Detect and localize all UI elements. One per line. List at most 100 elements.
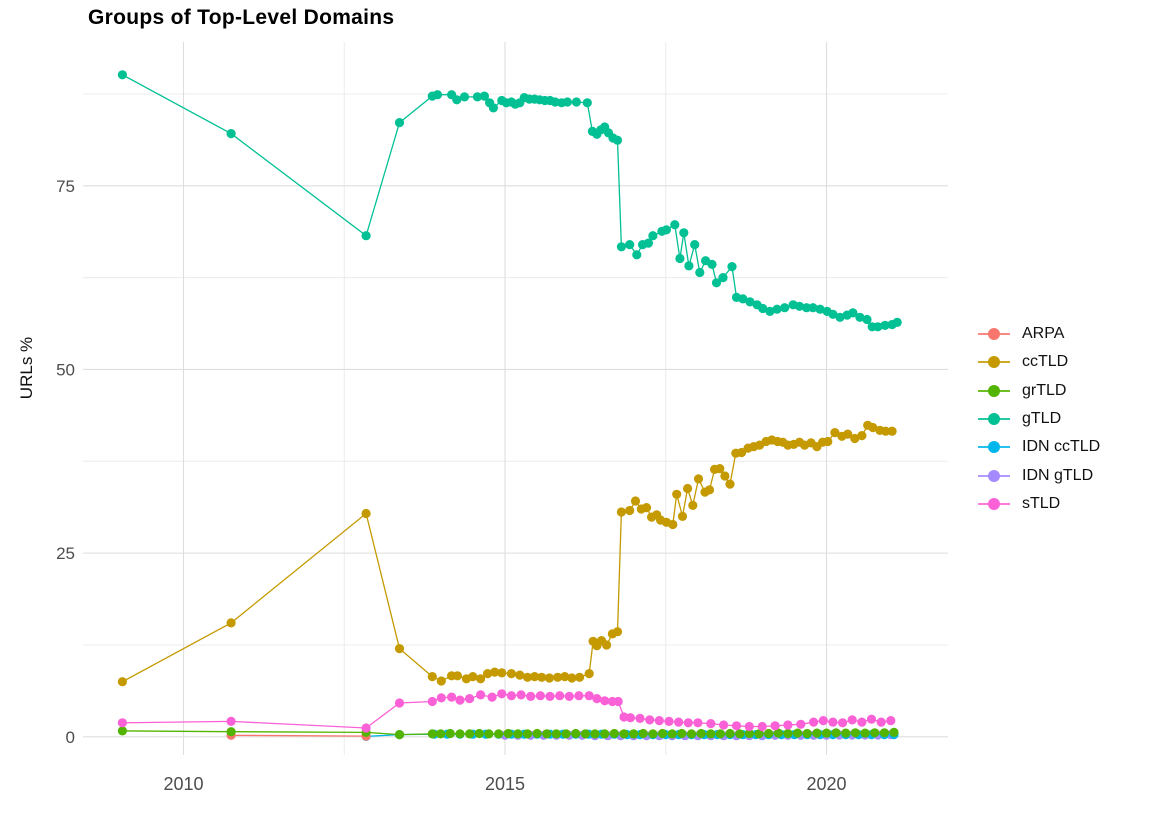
data-point bbox=[226, 129, 236, 139]
data-point bbox=[821, 728, 832, 738]
data-point bbox=[472, 92, 482, 102]
data-point bbox=[447, 692, 457, 702]
data-point bbox=[571, 97, 582, 107]
data-point bbox=[780, 303, 790, 313]
legend-item-idn-cctld: IDN ccTLD bbox=[978, 433, 1100, 461]
legend-key-icon bbox=[978, 469, 1010, 482]
data-point bbox=[670, 220, 680, 230]
data-point bbox=[117, 70, 127, 80]
data-point bbox=[735, 729, 745, 739]
data-point bbox=[857, 431, 867, 441]
data-point bbox=[619, 729, 629, 739]
data-point bbox=[770, 721, 780, 731]
data-point bbox=[600, 696, 610, 706]
data-point bbox=[632, 250, 642, 260]
data-point bbox=[455, 729, 465, 739]
data-point bbox=[707, 259, 717, 269]
data-point bbox=[432, 90, 443, 100]
data-point bbox=[226, 618, 236, 628]
data-point bbox=[693, 718, 703, 728]
data-point bbox=[526, 691, 536, 702]
data-point bbox=[793, 728, 803, 738]
data-point bbox=[668, 519, 678, 530]
y-tick-label: 0 bbox=[66, 728, 75, 747]
data-point bbox=[715, 464, 725, 474]
data-point bbox=[630, 496, 641, 506]
legend-key-icon bbox=[978, 413, 1010, 426]
data-point bbox=[683, 483, 693, 494]
data-point bbox=[574, 691, 584, 701]
data-point bbox=[494, 729, 504, 739]
data-point bbox=[544, 673, 555, 683]
data-point bbox=[879, 728, 890, 738]
data-point bbox=[476, 674, 486, 684]
data-point bbox=[796, 719, 806, 729]
y-tick-label: 50 bbox=[56, 360, 75, 379]
data-point bbox=[535, 691, 546, 701]
data-point bbox=[850, 728, 861, 738]
legend-item-label: IDN gTLD bbox=[1022, 466, 1094, 484]
data-point bbox=[706, 719, 716, 729]
data-point bbox=[887, 426, 897, 436]
data-point bbox=[564, 691, 574, 702]
data-point bbox=[571, 728, 581, 739]
data-point bbox=[873, 322, 883, 332]
data-point bbox=[818, 716, 828, 726]
data-point bbox=[828, 717, 838, 727]
data-point bbox=[436, 676, 446, 686]
legend-item-label: ccTLD bbox=[1022, 353, 1069, 371]
data-point bbox=[860, 728, 870, 738]
data-point bbox=[459, 92, 470, 102]
data-point bbox=[616, 242, 627, 252]
data-point bbox=[862, 314, 872, 325]
data-point bbox=[497, 689, 507, 699]
data-point bbox=[452, 95, 462, 105]
data-point bbox=[592, 694, 602, 704]
data-point bbox=[720, 471, 730, 481]
y-tick-label: 25 bbox=[56, 544, 75, 563]
data-point bbox=[744, 728, 754, 739]
data-point bbox=[361, 508, 371, 519]
data-point bbox=[695, 267, 705, 278]
data-point bbox=[850, 433, 860, 444]
data-point bbox=[880, 320, 890, 330]
data-point bbox=[731, 721, 742, 731]
data-point bbox=[715, 729, 726, 739]
legend-key-icon bbox=[978, 328, 1010, 341]
data-point bbox=[664, 716, 674, 727]
data-point bbox=[868, 422, 878, 433]
data-point bbox=[830, 428, 840, 438]
data-point bbox=[474, 728, 484, 739]
data-point bbox=[847, 715, 857, 725]
data-point bbox=[823, 436, 833, 447]
data-point bbox=[725, 728, 735, 739]
data-point bbox=[427, 696, 437, 707]
data-point bbox=[654, 716, 664, 726]
data-point bbox=[881, 426, 891, 436]
data-point bbox=[427, 729, 437, 739]
data-point bbox=[602, 640, 612, 650]
data-point bbox=[688, 500, 698, 510]
data-point bbox=[838, 718, 848, 728]
data-point bbox=[584, 691, 594, 701]
data-point bbox=[394, 698, 405, 708]
data-point bbox=[513, 729, 523, 739]
data-point bbox=[483, 669, 493, 679]
data-point bbox=[690, 240, 700, 250]
data-point bbox=[612, 135, 623, 145]
legend-item-grtld: grTLD bbox=[978, 377, 1100, 405]
data-point bbox=[783, 728, 793, 739]
data-point bbox=[561, 729, 571, 739]
data-point bbox=[600, 729, 610, 739]
data-point bbox=[530, 672, 540, 682]
data-point bbox=[783, 720, 793, 730]
data-point bbox=[886, 716, 896, 726]
data-point bbox=[758, 303, 768, 314]
data-point bbox=[567, 673, 577, 683]
data-point bbox=[537, 672, 547, 682]
data-point bbox=[815, 304, 825, 314]
series-line bbox=[122, 74, 898, 328]
data-point bbox=[802, 303, 812, 313]
data-point bbox=[497, 668, 507, 678]
data-point bbox=[706, 729, 716, 739]
